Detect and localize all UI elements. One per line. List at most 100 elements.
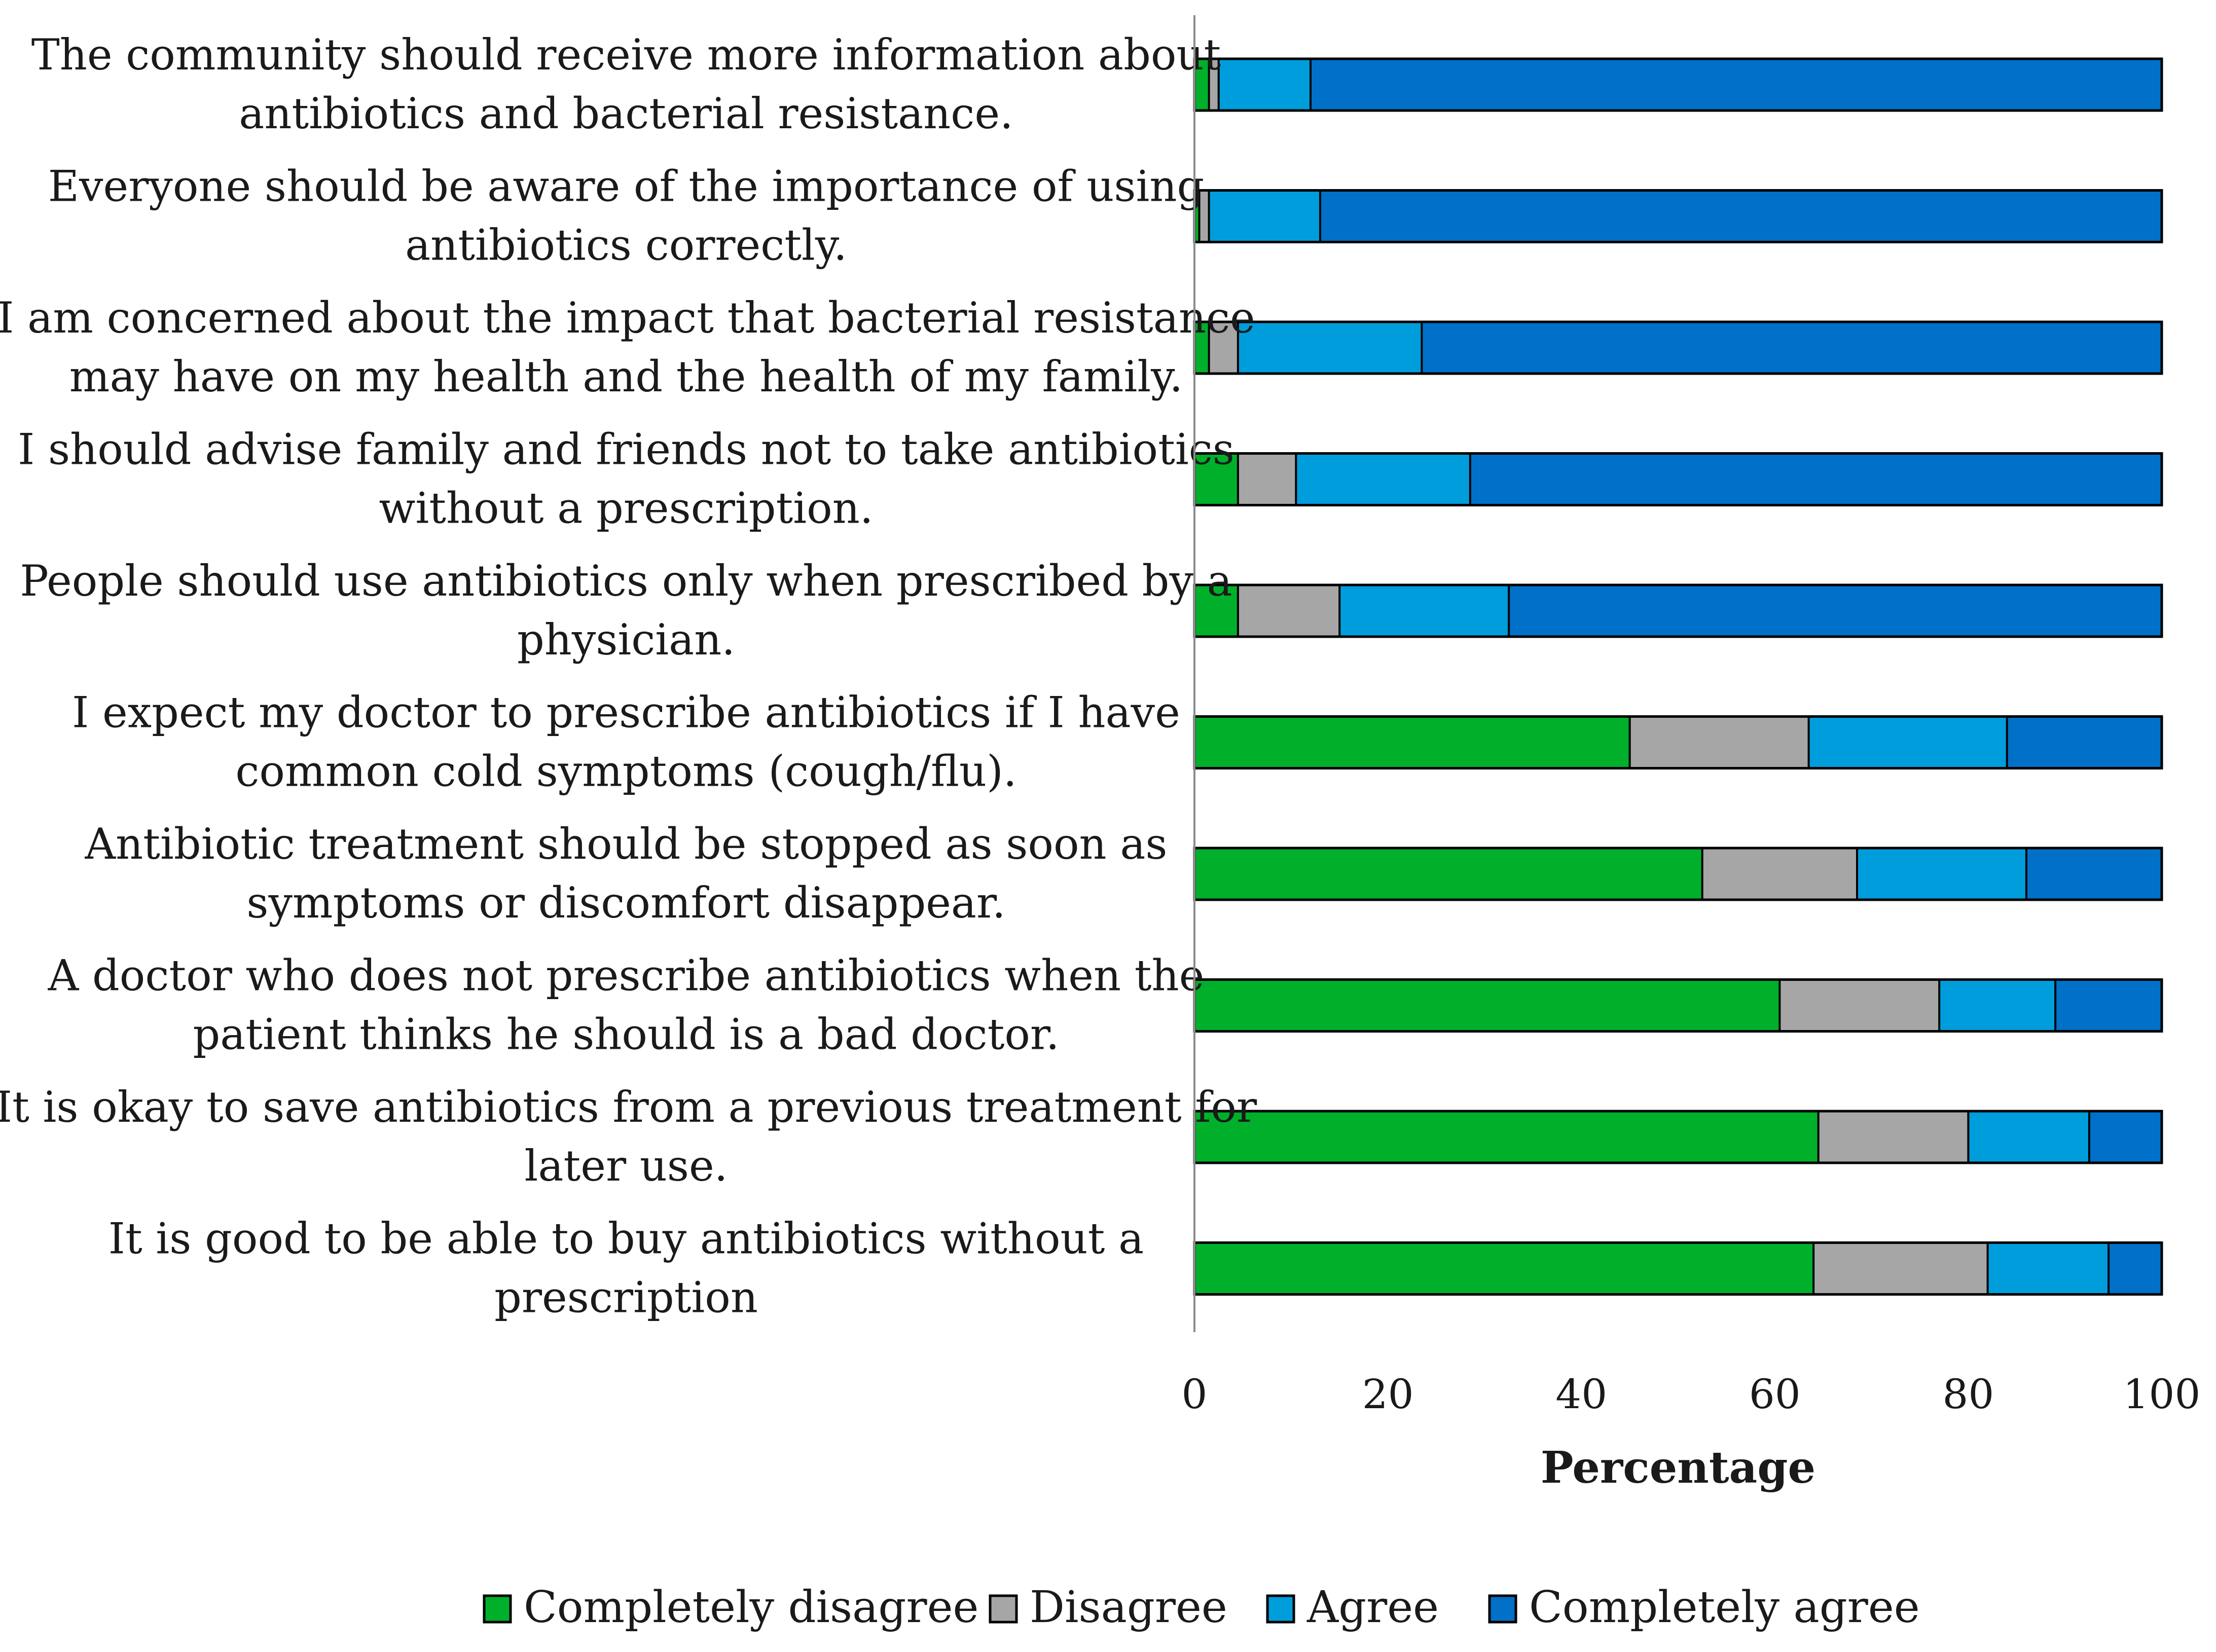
bar-segment-disagree-4: [1238, 453, 1296, 505]
bar-segment-completely-disagree-8: [1194, 979, 1780, 1032]
category-label-1: The community should receive more inform…: [31, 30, 1221, 138]
bar-segment-disagree-5: [1238, 585, 1340, 637]
bar-row-7: [1193, 847, 2163, 901]
legend-swatch: [989, 1594, 1018, 1624]
bar-segment-disagree-3: [1209, 322, 1238, 374]
legend-label: Completely disagree: [524, 1582, 978, 1633]
bar-segment-agree-3: [1238, 322, 1422, 374]
bar-segment-completely-disagree-3: [1194, 322, 1209, 374]
category-label-line: A doctor who does not prescribe antibiot…: [48, 951, 1205, 1001]
legend: Completely disagree Disagree Agree Complete…: [483, 1582, 1920, 1633]
bar-segment-completely-disagree-4: [1194, 453, 1238, 505]
bar-row-5: [1193, 583, 2163, 638]
bar-row-2: [1193, 189, 2163, 243]
category-label-line: I am concerned about the impact that bac…: [0, 293, 1255, 343]
category-label-line: I should advise family and friends not t…: [18, 425, 1234, 474]
bar-segment-disagree-6: [1629, 716, 1809, 768]
x-axis-title: Percentage: [1541, 1442, 1815, 1493]
bar-segment-agree-4: [1296, 453, 1470, 505]
bar-segment-disagree-7: [1702, 848, 1857, 900]
category-label-7: Antibiotic treatment should be stopped a…: [84, 819, 1167, 928]
bar-segment-completely-agree-1: [1310, 59, 2162, 111]
category-label-line: patient thinks he should is a bad doctor…: [193, 1010, 1059, 1059]
bar-row-4: [1193, 452, 2163, 506]
category-labels: The community should receive more inform…: [0, 30, 1257, 1323]
x-tick-label-20: 20: [1362, 1371, 1414, 1418]
x-tick-label-0: 0: [1182, 1371, 1208, 1418]
legend-label: Disagree: [1030, 1582, 1227, 1633]
bar-segment-agree-10: [1987, 1242, 2109, 1295]
category-label-3: I am concerned about the impact that bac…: [0, 293, 1255, 401]
legend-item-agree: Agree: [1266, 1582, 1439, 1633]
bar-segment-completely-agree-5: [1509, 585, 2162, 637]
bar-row-10: [1193, 1241, 2163, 1296]
category-label-line: It is okay to save antibiotics from a pr…: [0, 1082, 1257, 1132]
category-label-6: I expect my doctor to prescribe antibiot…: [72, 688, 1180, 796]
category-label-line: common cold symptoms (cough/flu).: [235, 747, 1016, 796]
x-tick-label-60: 60: [1749, 1371, 1801, 1418]
legend-swatch: [483, 1594, 512, 1624]
bar-segment-completely-disagree-5: [1194, 585, 1238, 637]
bar-segment-agree-6: [1808, 716, 2007, 768]
category-label-5: People should use antibiotics only when …: [20, 556, 1232, 665]
bar-segment-completely-agree-8: [2055, 979, 2162, 1032]
category-label-line: prescription: [494, 1273, 758, 1323]
category-label-8: A doctor who does not prescribe antibiot…: [48, 951, 1205, 1059]
category-label-4: I should advise family and friends not t…: [18, 425, 1234, 533]
x-tick-label-80: 80: [1943, 1371, 1994, 1418]
bar-segment-disagree-8: [1779, 979, 1940, 1032]
bar-segment-completely-agree-7: [2026, 848, 2162, 900]
category-label-9: It is okay to save antibiotics from a pr…: [0, 1082, 1257, 1191]
bar-segment-completely-disagree-9: [1194, 1111, 1819, 1163]
category-label-line: I expect my doctor to prescribe antibiot…: [72, 688, 1180, 738]
x-axis-ticks: 0 20 40 60 80 100: [1182, 1371, 2201, 1418]
bar-segment-agree-5: [1339, 585, 1509, 637]
category-label-line: It is good to be able to buy antibiotics…: [108, 1214, 1144, 1264]
bar-row-1: [1193, 57, 2163, 112]
bar-segment-completely-agree-4: [1470, 453, 2162, 505]
legend-item-completely-disagree: Completely disagree: [483, 1582, 978, 1633]
category-label-line: Antibiotic treatment should be stopped a…: [84, 819, 1167, 869]
bar-segment-agree-8: [1939, 979, 2056, 1032]
bar-row-3: [1193, 320, 2163, 375]
bar-segment-completely-agree-9: [2089, 1111, 2162, 1163]
bar-segment-completely-agree-3: [1422, 322, 2162, 374]
bar-segment-completely-agree-10: [2109, 1242, 2162, 1295]
legend-item-completely-agree: Completely agree: [1488, 1582, 1920, 1633]
bars-layer: [1193, 57, 2163, 1296]
bar-segment-completely-disagree-7: [1194, 848, 1702, 900]
bar-segment-disagree-2: [1199, 190, 1209, 242]
category-label-line: antibiotics and bacterial resistance.: [239, 89, 1013, 138]
bar-segment-completely-disagree-6: [1194, 716, 1630, 768]
category-label-line: People should use antibiotics only when …: [20, 556, 1232, 606]
bar-segment-agree-1: [1218, 59, 1311, 111]
legend-swatch: [1488, 1594, 1517, 1624]
bar-segment-completely-disagree-1: [1194, 59, 1209, 111]
category-label-line: later use.: [525, 1141, 728, 1191]
bar-segment-completely-agree-6: [2007, 716, 2162, 768]
bar-row-8: [1193, 978, 2163, 1033]
bar-row-6: [1193, 715, 2163, 769]
bar-segment-completely-disagree-2: [1194, 190, 1200, 242]
bar-segment-completely-disagree-10: [1194, 1242, 1814, 1295]
legend-swatch: [1266, 1594, 1295, 1624]
bar-segment-agree-2: [1209, 190, 1321, 242]
category-label-10: It is good to be able to buy antibiotics…: [108, 1214, 1144, 1323]
bar-segment-disagree-1: [1209, 59, 1219, 111]
bar-segment-completely-agree-2: [1320, 190, 2162, 242]
category-label-2: Everyone should be aware of the importan…: [48, 162, 1205, 270]
category-label-line: may have on my health and the health of …: [69, 352, 1183, 401]
legend-label: Completely agree: [1529, 1582, 1920, 1633]
category-label-line: Everyone should be aware of the importan…: [48, 162, 1205, 211]
bar-segment-disagree-9: [1818, 1111, 1969, 1163]
legend-item-disagree: Disagree: [989, 1582, 1227, 1633]
category-label-line: The community should receive more inform…: [31, 30, 1221, 80]
bar-segment-agree-7: [1857, 848, 2026, 900]
legend-label: Agree: [1306, 1582, 1439, 1633]
category-label-line: antibiotics correctly.: [405, 221, 847, 270]
category-label-line: physician.: [517, 615, 735, 665]
bar-segment-agree-9: [1968, 1111, 2089, 1163]
x-tick-label-40: 40: [1555, 1371, 1607, 1418]
bar-segment-disagree-10: [1813, 1242, 1988, 1295]
